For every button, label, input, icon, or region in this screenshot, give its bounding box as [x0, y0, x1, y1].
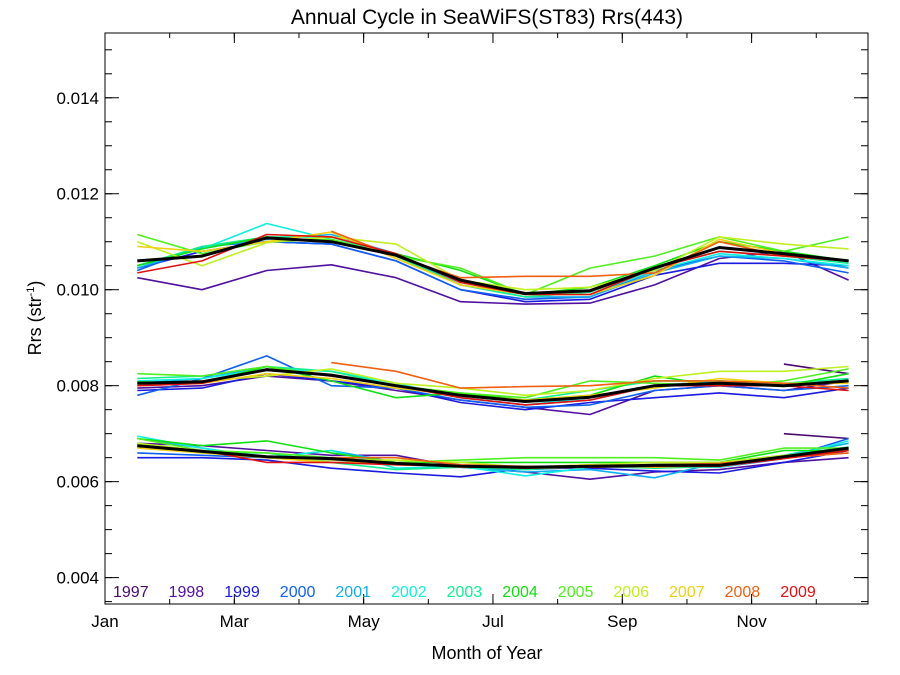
legend-entry-2004: 2004: [502, 584, 538, 601]
series-2007: [137, 231, 849, 469]
y-tick-label: 0.004: [56, 569, 99, 588]
y-axis-label-close: ): [25, 281, 45, 287]
y-tick-label: 0.012: [56, 185, 99, 204]
series-2002: [137, 222, 849, 477]
series-line-mean-group-1: [137, 368, 849, 403]
chart-title: Annual Cycle in SeaWiFS(ST83) Rrs(443): [291, 6, 683, 29]
series-mean: [137, 236, 849, 469]
series-line-2002-group-0: [137, 222, 849, 296]
series-2000: [137, 240, 849, 471]
legend-entry-1997: 1997: [113, 584, 149, 601]
series-line-2007-group-0: [137, 231, 849, 296]
series-line-2006-group-1: [137, 365, 849, 397]
series-2001: [137, 233, 849, 479]
legend-entry-2007: 2007: [669, 584, 705, 601]
y-axis-label: Rrs (str-1): [25, 281, 45, 356]
series-lines: [137, 222, 849, 481]
series-line-2008-group-1: [331, 361, 849, 389]
x-tick-label: May: [348, 612, 381, 631]
series-line-1997-group-2: [783, 432, 849, 440]
x-tick-label: Nov: [736, 612, 767, 631]
series-2003: [137, 236, 849, 471]
legend-entry-1998: 1998: [169, 584, 205, 601]
y-tick-label: 0.014: [56, 89, 99, 108]
x-tick-label: Sep: [607, 612, 637, 631]
series-2009: [137, 233, 849, 470]
legend-entry-2008: 2008: [725, 584, 761, 601]
series-line-2006-group-0: [137, 236, 849, 291]
series-line-mean-group-2: [137, 444, 849, 469]
plot-area: [104, 32, 869, 605]
y-axis-label-sup: -1: [25, 287, 37, 297]
series-line-2009-group-0: [137, 233, 849, 296]
y-tick-label: 0.006: [56, 473, 99, 492]
x-axis-label: Month of Year: [431, 643, 542, 663]
x-tick-label: Jan: [91, 612, 118, 631]
legend-entry-2001: 2001: [335, 584, 371, 601]
series-2004: [137, 236, 849, 464]
x-tick-label: Mar: [220, 612, 250, 631]
legend-entry-2006: 2006: [613, 584, 649, 601]
legend-entry-2002: 2002: [391, 584, 427, 601]
series-line-mean-group-0: [137, 236, 849, 295]
legend-entry-2000: 2000: [280, 584, 316, 601]
series-2006: [137, 236, 849, 469]
legend-entry-2003: 2003: [447, 584, 483, 601]
legend-entry-2009: 2009: [780, 584, 816, 601]
x-tick-label: Jul: [482, 612, 504, 631]
y-tick-label: 0.008: [56, 377, 99, 396]
legend-entry-2005: 2005: [558, 584, 594, 601]
y-tick-label: 0.010: [56, 281, 99, 300]
legend-entry-1999: 1999: [224, 584, 260, 601]
series-line-2005-group-2: [137, 437, 849, 464]
legend: 1997 1998 1999 2000 2001 2002 2003 2004 2005 2006…: [113, 584, 816, 601]
y-axis-label-main: Rrs (str: [25, 296, 45, 355]
axis-ticks: Jan Mar May Jul Sep Nov 0.004 0.006 0.008 0.010 0.…: [56, 33, 868, 631]
series-2005: [137, 233, 849, 464]
